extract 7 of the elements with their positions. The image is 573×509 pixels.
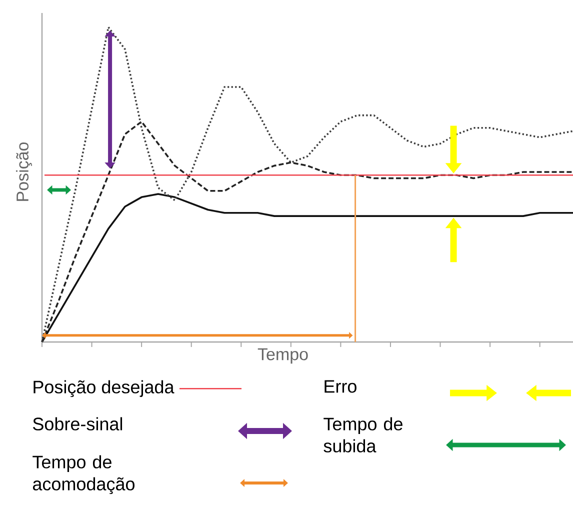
text: Sobre-sinal (33, 417, 122, 430)
y-axis-title: Posição (16, 142, 32, 201)
legend-label: Posição desejada (34, 380, 174, 398)
text: Erro (324, 380, 356, 393)
text: Tempo de subida (324, 417, 402, 452)
x-axis-title: Tempo (258, 348, 308, 364)
text: Tempo de acomodação (32, 455, 134, 494)
